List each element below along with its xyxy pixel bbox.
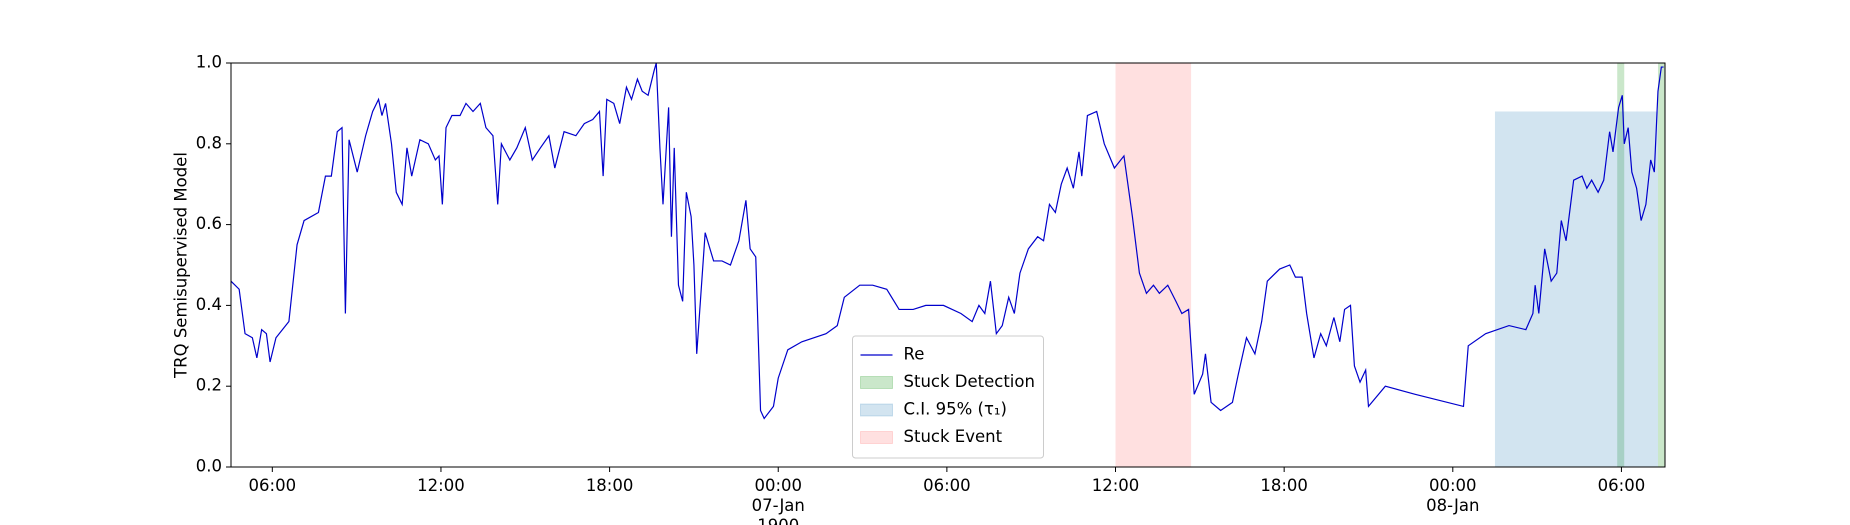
y-tick-label: 0.8 [196,133,222,152]
span [1657,63,1665,467]
x-tick-label: 06:00 [248,476,297,495]
y-axis-label: TRQ Semisupervised Model [172,152,191,379]
x-tick-label: 12:00 [417,476,465,495]
legend-label: C.I. 95% (τ₁) [904,400,1007,419]
legend-swatch [860,403,893,417]
y-tick-label: 0.0 [196,457,222,476]
y-tick-label: 1.0 [196,53,222,72]
x-tick-label: 00:00 08-Jan [1426,476,1480,515]
legend-label: Stuck Detection [904,372,1035,391]
axes-frame [230,62,1666,468]
legend-label: Re [904,345,925,364]
x-tick-label: 12:00 [1091,476,1140,495]
x-tick-label: 18:00 [1260,476,1308,495]
span [1115,63,1192,467]
legend-label: Stuck Event [904,427,1003,446]
y-tick-label: 0.2 [196,376,222,395]
legend: Re Stuck Detection C.I. 95% (τ₁) Stuck Even… [852,335,1044,459]
y-tick-label: 0.6 [196,214,222,233]
legend-swatch [860,376,893,389]
x-tick-label: 18:00 [585,476,634,495]
line [230,62,1664,420]
x-tick-label: 06:00 [1597,476,1646,495]
x-tick-label: 06:00 [923,476,971,495]
x-tick-label: 00:00 07-Jan 1900 [751,476,805,525]
span [1494,111,1658,467]
y-tick-label: 0.4 [196,295,222,314]
legend-swatch [860,431,893,444]
span [1617,63,1625,467]
legend-box [852,335,1044,459]
